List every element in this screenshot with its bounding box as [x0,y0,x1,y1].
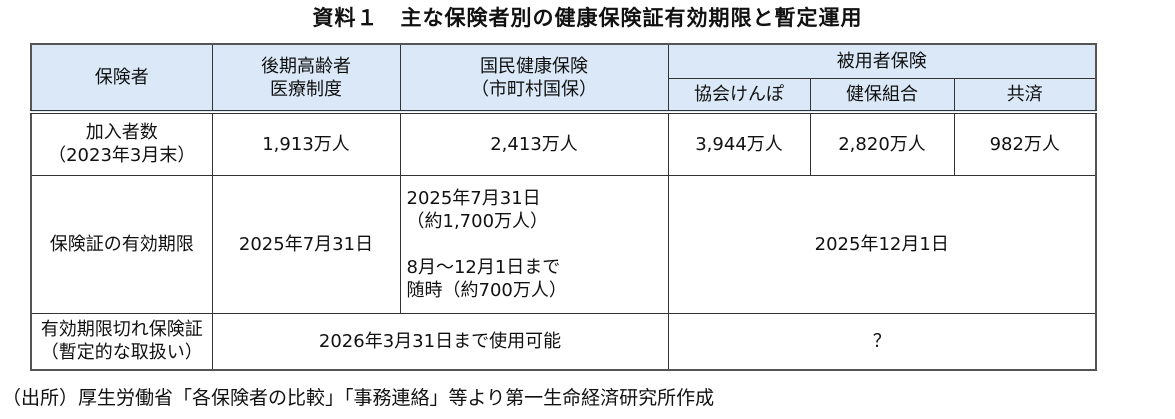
provisional-label: 有効期限切れ保険証 （暫定的な取扱い） [30,312,213,371]
expiry-kokuho-line2: （約1,700万人） [406,210,549,232]
header-kyosai: 共済 [953,77,1097,114]
table-row: 加入者数 （2023年3月末） 1,913万人 2,413万人 3,944万人 2… [30,111,1097,176]
header-kokuho: 国民健康保険 （市町村国保） [399,43,669,114]
expiry-kokuho: 2025年7月31日 （約1,700万人） 8月～12月1日まで 随時（約700… [399,174,669,314]
header-kouki-line1: 後期高齢者 [261,55,351,77]
table-row: 保険証の有効期限 2025年7月31日 2025年7月31日 （約1,700万人… [30,174,1097,314]
insurance-table: 保険者 後期高齢者 医療制度 国民健康保険 （市町村国保） 被用者保険 協会けんぽ … [30,43,1097,371]
provisional-label-line2: （暫定的な取扱い） [40,342,203,364]
table-row: 有効期限切れ保険証 （暫定的な取扱い） 2026年3月31日まで使用可能 ？ [30,312,1097,371]
header-kokuho-line1: 国民健康保険 [480,55,588,77]
header-kenpo: 健保組合 [809,77,955,114]
expiry-kokuho-line4: 随時（約700万人） [406,279,567,301]
members-kokuho: 2,413万人 [399,111,669,176]
members-label: 加入者数 （2023年3月末） [30,111,213,176]
members-label-line2: （2023年3月末） [48,145,196,167]
expiry-kouki: 2025年7月31日 [211,174,401,314]
members-label-line1: 加入者数 [85,122,158,144]
members-kouki: 1,913万人 [211,111,401,176]
header-kokuho-line2: （市町村国保） [471,78,597,100]
header-kyokai: 協会けんぽ [667,77,811,114]
expiry-label: 保険証の有効期限 [30,174,213,314]
header-kouki-line2: 医療制度 [270,78,342,100]
expiry-employee: 2025年12月1日 [667,174,1097,314]
members-kyokai: 3,944万人 [667,111,811,176]
header-employee: 被用者保険 [667,43,1097,79]
header-insurer: 保険者 [30,43,213,114]
header-kouki: 後期高齢者 医療制度 [211,43,401,114]
provisional-kouki-kokuho: 2026年3月31日まで使用可能 [211,312,669,371]
expiry-kokuho-line3: 8月～12月1日まで [406,256,561,278]
members-kenpo: 2,820万人 [809,111,955,176]
provisional-employee: ？ [667,312,1097,371]
members-kyosai: 982万人 [953,111,1097,176]
expiry-kokuho-line1: 2025年7月31日 [406,187,541,209]
provisional-label-line1: 有効期限切れ保険証 [40,319,203,341]
source-note: （出所）厚生労働省「各保険者の比較」「事務連絡」等より第一生命経済研究所作成 [2,387,715,409]
document-title: 資料１ 主な保険者別の健康保険証有効期限と暫定運用 [312,6,863,30]
